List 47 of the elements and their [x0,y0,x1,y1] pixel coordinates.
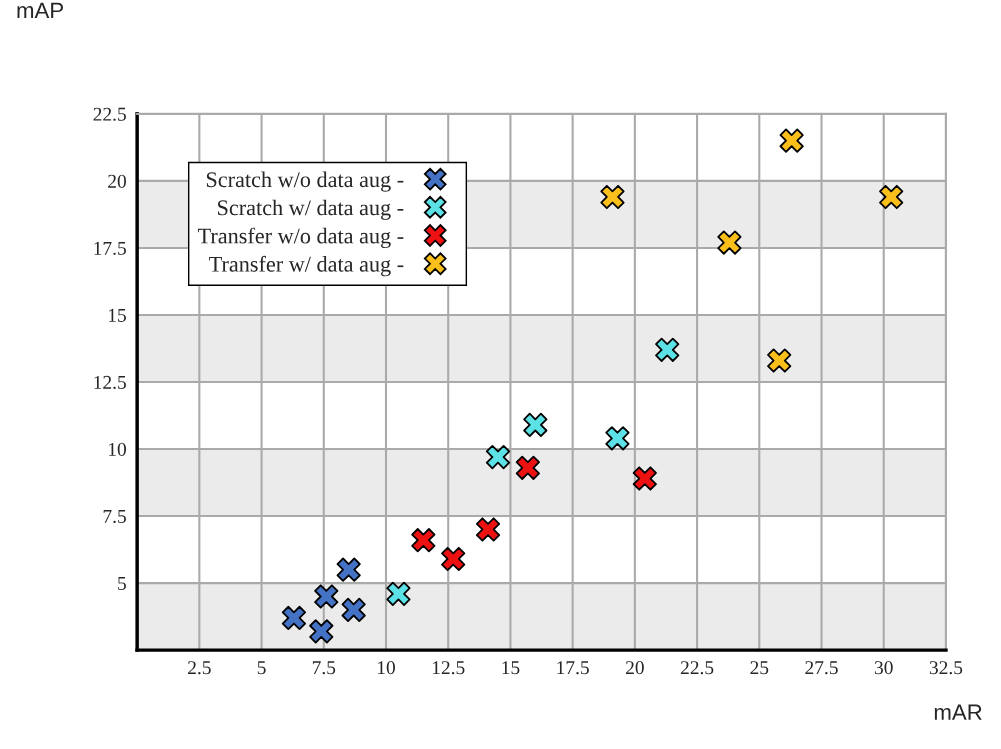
y-tick-label: 5 [118,577,126,591]
x-tick-label: 15 [502,661,520,675]
point [515,455,540,480]
y-tick-label: 17.5 [94,241,126,255]
x-tick-label: 25 [750,661,769,675]
point [386,581,411,606]
y-tick-label: 12.5 [94,375,126,390]
y-tick-label: 20 [108,174,126,188]
legend-label: Transfer w/ data aug - [209,255,404,277]
x-tick-label: 30 [874,661,893,675]
point [767,348,792,373]
point [341,597,366,623]
x-tick-label: 27.5 [805,661,838,675]
legend-label: Transfer w/o data aug - [197,227,404,249]
point [485,444,511,470]
point [314,584,339,609]
point [717,230,742,255]
y-tick-label: 7.5 [103,510,126,524]
y-tick-label: 22.5 [93,107,126,121]
x-tick-label: 10 [377,661,395,675]
point [441,546,466,572]
point [779,128,804,153]
point [309,619,334,644]
x-tick-label: 2.5 [188,661,211,675]
point [336,557,361,582]
point [475,517,501,542]
x-tick-label: 17.5 [557,661,589,675]
point [879,184,904,210]
point [605,426,630,451]
legend-label: Scratch w/ data aug - [218,199,404,220]
x-tick-label: 32.5 [929,661,963,675]
point [632,466,657,491]
point [600,184,625,210]
point [523,412,548,437]
y-axis-title: mAP [17,2,63,19]
point [281,605,307,631]
x-tick-label: 20 [626,661,644,675]
x-tick-label: 5 [257,661,266,675]
point [655,337,680,362]
y-tick-label: 15 [108,308,126,322]
x-tick-label: 22.5 [680,661,714,675]
x-axis-title: mAR [934,704,982,720]
x-tick-label: 7.5 [312,661,336,675]
legend-label: Scratch w/o data aug - [206,171,404,192]
x-tick-label: 12.5 [432,661,465,675]
point [411,528,436,553]
y-tick-label: 10 [108,442,126,456]
